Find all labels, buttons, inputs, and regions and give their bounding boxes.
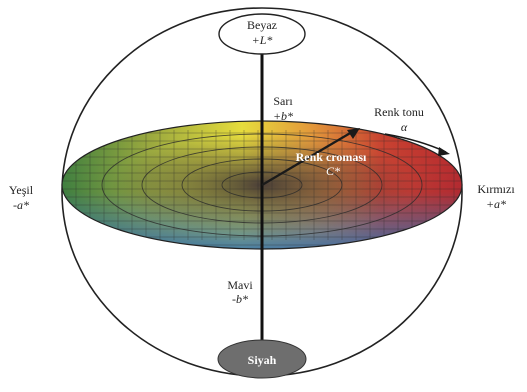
hue-symbol: α: [401, 120, 408, 134]
hue-arrow: [384, 133, 450, 156]
yellow-axis-label: +b*: [273, 109, 293, 123]
lightness-axis-label: +L*: [252, 33, 273, 47]
white-pole: [218, 13, 306, 55]
chroma-arrow: [261, 128, 360, 186]
red-axis-label: +a*: [486, 197, 506, 211]
black-pole: [217, 339, 307, 379]
green-label: Yeşil: [9, 183, 34, 197]
white-pole-label: Beyaz: [247, 18, 277, 32]
hue-label: Renk tonu: [374, 105, 424, 119]
yellow-label: Sarı: [273, 94, 293, 108]
blue-label: Mavi: [227, 278, 253, 292]
red-label: Kırmızı: [477, 182, 515, 196]
green-axis-label: -a*: [13, 198, 29, 212]
blue-axis-label: -b*: [232, 292, 248, 306]
chroma-symbol: C*: [326, 164, 340, 178]
chroma-label: Renk croması: [296, 150, 367, 164]
black-pole-label: Siyah: [248, 353, 277, 367]
